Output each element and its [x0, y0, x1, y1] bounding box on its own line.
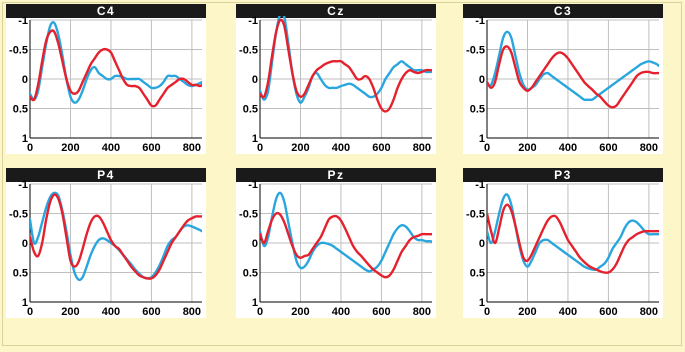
- x-tick-label: 800: [413, 306, 431, 318]
- x-tick-label: 400: [559, 142, 577, 154]
- x-tick-label: 600: [372, 142, 390, 154]
- x-tick-label: 600: [142, 142, 160, 154]
- panel-title: P4: [97, 168, 115, 182]
- x-tick-label: 0: [257, 142, 263, 154]
- series-line-blue: [30, 21, 202, 104]
- y-tick-label: 1: [22, 297, 28, 309]
- panel-pz: Pz 0 200 400 600 800 -1 -0.5 0 0.5 1: [236, 168, 436, 318]
- x-tick-label: 0: [257, 306, 263, 318]
- x-tick-label: 600: [142, 306, 160, 318]
- y-tick-label: -0.5: [239, 209, 258, 221]
- series-line-red: [487, 203, 659, 274]
- y-tick-label: -1: [248, 15, 258, 27]
- x-tick-label: 800: [183, 142, 201, 154]
- panel-title: Cz: [327, 4, 345, 18]
- x-tick-label: 400: [332, 306, 350, 318]
- y-tick-label: 0.5: [470, 268, 485, 280]
- series-line-red: [30, 193, 202, 280]
- y-tick-label: 0: [22, 74, 28, 86]
- y-tick-label: -1: [18, 15, 28, 27]
- x-tick-label: 200: [61, 306, 79, 318]
- erp-panels-svg: C4 0 200 400 600 800 -1 -0.5 0 0.5 1 Cz 0 200 400 600 80…: [6, 4, 663, 318]
- y-tick-label: 0: [479, 238, 485, 250]
- x-tick-label: 800: [640, 142, 658, 154]
- y-tick-label: 0: [22, 238, 28, 250]
- y-tick-label: 0.5: [13, 268, 28, 280]
- erp-figure: C4 0 200 400 600 800 -1 -0.5 0 0.5 1 Cz 0 200 400 600 80…: [2, 2, 682, 346]
- x-tick-label: 800: [640, 306, 658, 318]
- series-line-blue: [260, 191, 432, 273]
- x-tick-label: 600: [599, 142, 617, 154]
- x-tick-label: 600: [599, 306, 617, 318]
- panel-title-bar: [6, 4, 206, 18]
- panel-c4: C4 0 200 400 600 800 -1 -0.5 0 0.5 1: [6, 4, 206, 154]
- panel-title-bar: [236, 168, 436, 182]
- x-tick-label: 0: [27, 306, 33, 318]
- y-tick-label: 1: [479, 297, 485, 309]
- x-tick-label: 200: [518, 142, 536, 154]
- y-tick-label: 1: [22, 133, 28, 145]
- x-tick-label: 200: [291, 306, 309, 318]
- y-tick-label: -1: [18, 179, 28, 191]
- y-tick-label: 1: [479, 133, 485, 145]
- series-line-red: [260, 211, 432, 279]
- y-tick-label: 0: [252, 238, 258, 250]
- x-tick-label: 0: [484, 306, 490, 318]
- y-tick-label: 0: [252, 74, 258, 86]
- y-tick-label: 1: [252, 133, 258, 145]
- x-tick-label: 600: [372, 306, 390, 318]
- x-tick-label: 800: [183, 306, 201, 318]
- panel-c3: C3 0 200 400 600 800 -1 -0.5 0 0.5 1: [463, 4, 663, 154]
- x-tick-label: 200: [518, 306, 536, 318]
- x-tick-label: 400: [332, 142, 350, 154]
- x-tick-label: 400: [559, 306, 577, 318]
- x-tick-label: 200: [61, 142, 79, 154]
- y-tick-label: 0.5: [13, 104, 28, 116]
- x-tick-label: 400: [102, 306, 120, 318]
- panel-title: C3: [554, 4, 572, 18]
- series-line-red: [260, 18, 432, 113]
- y-tick-label: -1: [248, 179, 258, 191]
- y-tick-label: 0.5: [243, 268, 258, 280]
- panel-title: Pz: [327, 168, 344, 182]
- panel-title: P3: [554, 168, 572, 182]
- x-tick-label: 200: [291, 142, 309, 154]
- panel-p4: P4 0 200 400 600 800 -1 -0.5 0 0.5 1: [6, 168, 206, 318]
- series-line-red: [30, 29, 202, 108]
- panel-title-bar: [6, 168, 206, 182]
- y-tick-label: 0.5: [243, 104, 258, 116]
- y-tick-label: -1: [475, 15, 485, 27]
- y-tick-label: -0.5: [239, 45, 258, 57]
- x-tick-label: 400: [102, 142, 120, 154]
- y-tick-label: -0.5: [466, 209, 485, 221]
- y-tick-label: -0.5: [9, 209, 28, 221]
- y-tick-label: -0.5: [466, 45, 485, 57]
- x-tick-label: 800: [413, 142, 431, 154]
- y-tick-label: 0: [479, 74, 485, 86]
- x-tick-label: 0: [27, 142, 33, 154]
- y-tick-label: -1: [475, 179, 485, 191]
- y-tick-label: 0.5: [470, 104, 485, 116]
- panel-title-bar: [463, 168, 663, 182]
- panel-title-bar: [463, 4, 663, 18]
- y-tick-label: -0.5: [9, 45, 28, 57]
- series-line-red: [487, 45, 659, 109]
- panel-cz: Cz 0 200 400 600 800 -1 -0.5 0 0.5 1: [236, 4, 436, 154]
- panel-title-bar: [236, 4, 436, 18]
- y-tick-label: 1: [252, 297, 258, 309]
- panel-title: C4: [97, 4, 115, 18]
- series-line-blue: [487, 30, 659, 102]
- x-tick-label: 0: [484, 142, 490, 154]
- panel-p3: P3 0 200 400 600 800 -1 -0.5 0 0.5 1: [463, 168, 663, 318]
